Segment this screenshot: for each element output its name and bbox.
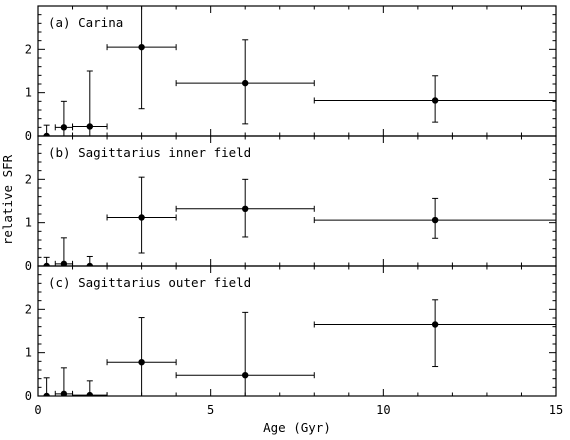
panels: 0 1 2 (a) Carina 0 1 2 (b) Sagittarius inner fi… [25, 5, 563, 417]
data-point [242, 372, 249, 379]
data-point [138, 214, 145, 221]
y-axis-label: relative SFR [0, 154, 15, 245]
data-point [431, 97, 439, 104]
panel-title: (c) Sagittarius outer field [48, 275, 251, 290]
panel-title: (b) Sagittarius inner field [48, 145, 251, 160]
x-tick-label: 15 [549, 403, 563, 417]
y-tick-label: 1 [25, 216, 32, 230]
y-tick-label: 0 [25, 389, 32, 403]
data-point [43, 392, 50, 396]
panel-1: 0 1 2 (a) Carina [25, 5, 557, 143]
data-point [86, 123, 94, 130]
data-point [86, 262, 93, 266]
x-axis-label: Age (Gyr) [263, 420, 331, 435]
data-point [138, 359, 145, 366]
data-point [86, 391, 93, 396]
data-point [43, 262, 50, 266]
data-point [43, 132, 50, 136]
panel-3: 0 1 2 (c) Sagittarius outer field [25, 265, 557, 403]
data-point [431, 216, 439, 224]
data-point [431, 321, 439, 328]
panel-frame [37, 265, 557, 397]
y-tick-label: 0 [25, 129, 32, 143]
data-point [138, 43, 145, 51]
x-tick-label: 10 [376, 403, 390, 417]
y-tick-label: 2 [25, 42, 32, 56]
data-point [242, 205, 249, 212]
data-point [60, 124, 68, 131]
y-tick-label: 1 [25, 86, 32, 100]
panel-title: (a) Carina [48, 15, 123, 30]
x-tick-label: 5 [207, 403, 214, 417]
x-tick-labels: 0 5 10 15 [34, 403, 563, 417]
panel-data [43, 176, 556, 266]
data-point [242, 79, 249, 87]
y-tick-label: 1 [25, 346, 32, 360]
data-point [60, 390, 68, 396]
x-tick-label: 0 [34, 403, 41, 417]
panel-data [43, 299, 556, 396]
y-tick-label: 2 [25, 302, 32, 316]
y-tick-label: 0 [25, 259, 32, 273]
y-tick-label: 2 [25, 172, 32, 186]
panel-data [43, 6, 556, 136]
data-point [60, 260, 68, 266]
panel-2: 0 1 2 (b) Sagittarius inner field [25, 135, 557, 273]
